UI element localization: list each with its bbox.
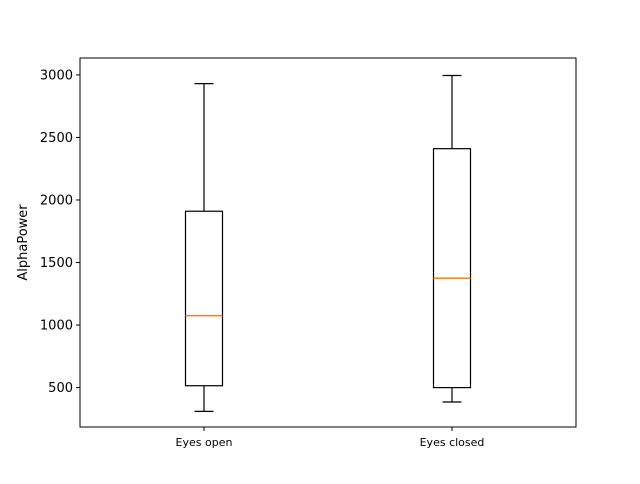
x-tick-label: Eyes open	[176, 436, 233, 449]
y-tick-label: 2000	[40, 193, 73, 208]
y-tick-label: 1000	[40, 319, 73, 334]
x-tick-label: Eyes closed	[420, 436, 485, 449]
y-axis-ticks: 500 1000 1500 2000 2500 3000	[40, 68, 80, 396]
y-tick-label: 3000	[40, 68, 73, 83]
y-tick-label: 2500	[40, 131, 73, 146]
box-series	[184, 74, 472, 412]
plot-area	[79, 57, 577, 428]
y-tick-label: 1500	[40, 256, 73, 271]
box-body	[184, 210, 224, 387]
box-body	[432, 148, 472, 389]
y-axis-label: AlphaPower	[16, 204, 31, 281]
y-tick-label: 500	[48, 381, 73, 396]
box-2	[432, 74, 472, 403]
box-1	[184, 83, 224, 412]
x-axis-ticks: Eyes open Eyes closed	[176, 427, 485, 449]
